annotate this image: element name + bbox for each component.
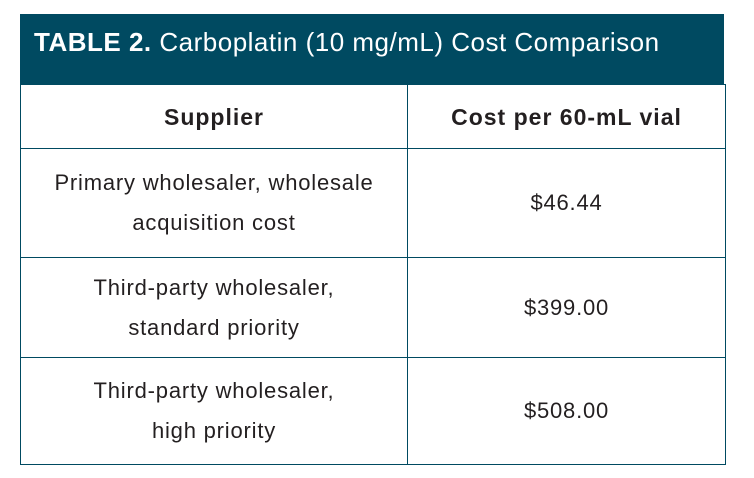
table-caption: TABLE 2. Carboplatin (10 mg/mL) Cost Com… [20,14,724,84]
cell-line: high priority [151,418,277,443]
column-header: Supplier [20,84,408,149]
cell-line: acquisition cost [132,210,296,235]
supplier-cell: Third-party wholesaler, standard priority [20,257,408,358]
row: Third-party wholesaler, standard priority… [20,257,726,358]
cost-cell: $46.44 [407,148,726,258]
table-label: TABLE 2. [34,27,152,57]
cost-cell: $399.00 [407,257,726,358]
table-title: Carboplatin (10 mg/mL) Cost Comparison [159,27,660,57]
row: Primary wholesaler, wholesale acquisition… [20,148,726,258]
supplier-cell: Third-party wholesaler, high priority [20,357,408,465]
column-header: Cost per 60-mL vial [407,84,726,149]
cell-line: Third-party wholesaler, [93,274,335,300]
cell-line: Primary wholesaler, wholesale [54,170,374,195]
cell-line: standard priority [128,314,300,340]
cell-line: Third-party wholesaler, [93,378,335,403]
header-row: Supplier Cost per 60-mL vial [20,84,726,149]
supplier-cell: Primary wholesaler, wholesale acquisition… [20,148,408,258]
cost-cell: $508.00 [407,357,726,465]
row: Third-party wholesaler, high priority $50… [20,357,726,465]
cost-table: Supplier Cost per 60-mL vial Primary who… [20,84,726,465]
